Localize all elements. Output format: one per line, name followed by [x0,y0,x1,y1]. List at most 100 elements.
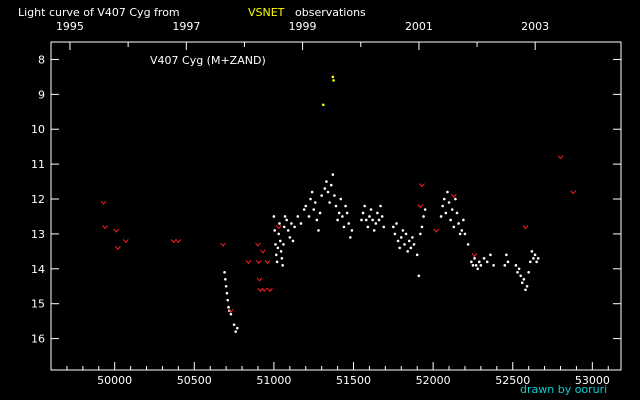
y-tick-label: 9 [38,88,45,101]
upper-limit-mark [256,277,263,282]
upper-limit-mark [570,190,577,195]
observation-point [229,312,233,316]
observation-point [393,232,397,236]
observation-point [401,229,405,232]
x-tick-label: 52500 [495,374,530,387]
x-tick-label: 50000 [97,374,132,387]
observation-point [363,204,366,208]
observation-point [331,173,335,176]
observation-point [506,260,510,264]
upper-limit-mark [113,228,120,233]
upper-limit-mark [175,239,182,244]
observation-point [371,218,374,222]
observation-point [404,232,408,236]
upper-limit-mark [433,228,440,233]
observation-point [530,250,534,253]
observation-point [474,264,478,267]
observation-point [283,215,287,218]
y-tick-label: 13 [31,228,45,241]
observation-point [317,229,320,232]
observation-point [396,239,400,243]
observation-point [369,208,373,211]
observation-point [533,253,537,257]
axis-ticks: 50000 50500 51000 51500 52000 52500 53000 8 9 10 1… [31,20,621,387]
observation-point [272,215,276,218]
upper-limit-mark [255,242,261,247]
observation-point [473,257,476,260]
upper-limit-mark [267,287,273,293]
chart-title-highlight: VSNET [248,6,285,19]
observation-point [528,260,532,264]
observation-point [442,197,446,201]
observation-point [407,239,411,243]
observation-point [302,208,306,211]
observation-point [224,277,227,281]
observation-point [470,260,473,264]
observation-point [332,79,335,82]
observation-point [485,260,489,264]
observation-point [341,215,344,218]
observation-point [514,264,518,267]
observation-point [482,257,486,260]
observation-point [409,246,413,250]
observation-point [492,264,495,267]
observation-point [234,330,237,333]
observation-point [463,232,467,236]
observation-point [337,211,341,215]
observation-point [275,260,279,264]
upper-limit-mark [522,225,529,230]
observation-point [333,194,336,197]
observation-point [293,225,296,229]
observation-point [285,218,288,222]
observation-point [519,274,522,278]
observation-point [315,218,319,222]
upper-limit-mark [122,239,129,244]
observation-point [462,218,465,222]
observation-point [366,225,370,229]
x-tick-label: 51500 [336,374,371,387]
observation-point [326,190,330,194]
observation-point [331,75,335,79]
observation-point [279,250,283,253]
plot-frame [50,41,622,371]
observation-point [374,222,378,225]
observation-point [525,284,529,288]
observation-point [372,229,376,232]
observation-point [336,218,339,222]
observation-point [423,208,427,211]
observation-point [328,201,331,204]
upper-limit-mark [275,225,282,230]
y-tick-label: 8 [38,53,45,66]
star-annotation: V407 Cyg (M+ZAND) [150,54,266,67]
observation-point [535,260,538,264]
observation-point [503,264,507,267]
observation-point [349,236,352,239]
observation-point [520,281,524,285]
observation-point [452,225,456,229]
upper-limit-mark [228,308,234,313]
observation-point [376,211,379,215]
observation-point [321,103,325,107]
observation-point [476,267,480,271]
observation-point [280,257,284,260]
upper-limit-mark [114,246,121,251]
observation-point [350,229,354,232]
x-tick-label: 53000 [575,374,610,387]
observation-point [395,222,398,225]
upper-limit-mark [264,260,271,265]
observation-point [466,243,470,246]
upper-limit-mark [259,249,266,254]
upper-limit-mark [245,260,252,265]
upper-limit-mark [471,253,478,258]
observation-point [454,197,457,201]
observation-point [368,215,371,218]
y-tick-label: 11 [31,158,45,171]
observation-point [276,246,280,250]
observation-point [457,222,460,225]
observation-point [290,222,293,225]
observation-point [307,215,311,218]
observation-point [522,277,526,281]
observation-point [458,232,462,236]
observation-point [412,243,416,246]
